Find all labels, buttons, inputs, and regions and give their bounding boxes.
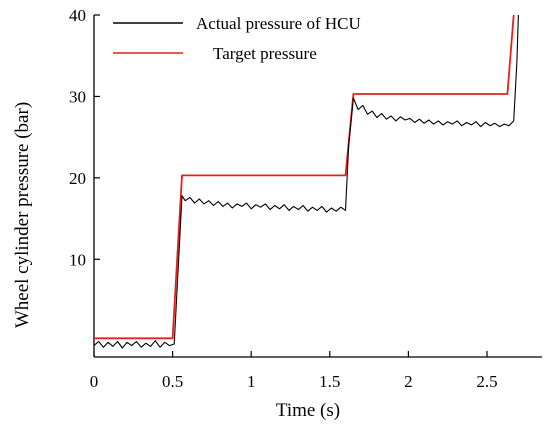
axes: 10 20 30 40 0 0.5 1 1.5 2 2.5: [69, 6, 542, 391]
y-tick-label: 40: [69, 6, 86, 25]
y-tick-label: 10: [69, 250, 86, 269]
target-pressure-line: [94, 14, 515, 340]
legend: Actual pressure of HCU Target pressure: [113, 14, 361, 63]
actual-pressure-line: [93, 14, 519, 349]
x-tick-label: 1.5: [319, 372, 340, 391]
x-tick-label: 2: [404, 372, 413, 391]
y-axis-label: Wheel cylinder pressure (bar): [12, 102, 33, 328]
legend-target-pressure-label: Target pressure: [213, 44, 317, 63]
y-tick-label: 20: [69, 169, 86, 188]
legend-actual-pressure-label: Actual pressure of HCU: [196, 14, 361, 33]
series-lines: [93, 14, 519, 349]
x-tick-label: 0.5: [162, 372, 183, 391]
x-tick-label: 2.5: [476, 372, 497, 391]
x-tick-label: 1: [247, 372, 256, 391]
x-tick-label: 0: [90, 372, 99, 391]
x-axis-label: Time (s): [276, 400, 340, 421]
y-tick-label: 30: [69, 87, 86, 106]
